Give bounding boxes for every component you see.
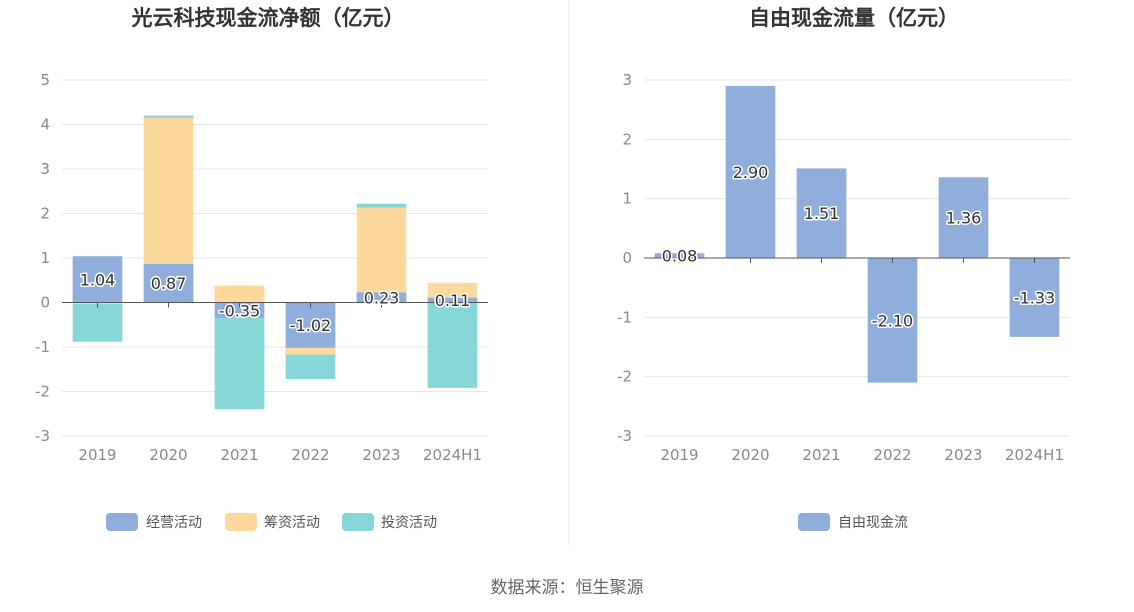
legend-label[interactable]: 筹资活动 xyxy=(264,514,320,531)
x-tick-label: 2022 xyxy=(873,446,911,464)
y-tick-label: 1 xyxy=(40,249,50,267)
y-tick-label: 5 xyxy=(40,71,50,89)
legend-swatch[interactable] xyxy=(225,513,257,531)
data-label: 1.36 xyxy=(946,209,982,228)
x-tick-label: 2024H1 xyxy=(423,446,482,464)
legend-label[interactable]: 投资活动 xyxy=(381,515,437,531)
x-tick-label: 2023 xyxy=(362,446,400,464)
x-tick-label: 2021 xyxy=(220,446,258,464)
legend-swatch[interactable] xyxy=(798,513,830,531)
x-tick-label: 2019 xyxy=(660,446,698,464)
bar-自由现金流-2019[interactable] xyxy=(654,253,705,258)
chart-title: 光云科技现金流净额（亿元） xyxy=(131,6,405,30)
bar-筹资活动-2021[interactable] xyxy=(214,285,265,303)
data-label: -0.35 xyxy=(219,301,260,320)
data-label: 1.51 xyxy=(804,204,840,223)
data-label: 0.11 xyxy=(435,291,471,310)
chart-title: 自由现金流量（亿元） xyxy=(749,6,959,30)
x-tick-label: 2020 xyxy=(149,446,187,464)
y-tick-label: 4 xyxy=(40,116,50,134)
free-cash-flow-chart: 自由现金流量（亿元） 3 2 1 0 -1 -2 -3 2019 2020 2021 2022 2023… xyxy=(617,6,1070,531)
x-tick-label: 2019 xyxy=(78,446,116,464)
y-tick-label: -3 xyxy=(617,427,632,445)
y-tick-label: -1 xyxy=(35,338,50,356)
source-note: 数据来源：恒生聚源 xyxy=(491,578,644,598)
x-tick-label: 2024H1 xyxy=(1005,446,1064,464)
bar-经营活动-2021[interactable] xyxy=(214,302,265,319)
legend-label[interactable]: 自由现金流 xyxy=(838,515,908,531)
bar-经营活动-2022[interactable] xyxy=(285,302,336,348)
bar-投资活动-2022[interactable] xyxy=(285,354,336,380)
bar-投资活动-2023[interactable] xyxy=(356,203,407,208)
y-tick-label: 2 xyxy=(622,130,632,148)
bar-投资活动-2019[interactable] xyxy=(72,303,123,342)
bar-筹资活动-2022[interactable] xyxy=(285,347,336,355)
x-tick-label: 2021 xyxy=(802,446,840,464)
data-label: -2.10 xyxy=(872,311,913,330)
y-tick-label: -3 xyxy=(35,427,50,445)
data-label: 0.23 xyxy=(364,288,400,307)
cash-flow-net-chart: 光云科技现金流净额（亿元） 5 4 3 2 1 0 -1 -2 -3 2019 2020 2021 202… xyxy=(35,6,488,531)
y-tick-label: 2 xyxy=(40,205,50,223)
y-tick-label: 0 xyxy=(40,294,50,312)
data-label: -1.02 xyxy=(290,316,331,335)
data-label: 0.87 xyxy=(151,274,187,293)
data-label: 2.90 xyxy=(733,163,769,182)
bar-自由现金流-2022[interactable] xyxy=(867,258,918,383)
y-tick-label: 0 xyxy=(622,249,632,267)
bar-经营活动-2019[interactable] xyxy=(72,256,123,303)
y-tick-label: 3 xyxy=(622,71,632,89)
bar-筹资活动-2024H1[interactable] xyxy=(427,282,478,298)
bar-投资活动-2020[interactable] xyxy=(143,115,194,118)
x-tick-label: 2022 xyxy=(291,446,329,464)
legend-swatch[interactable] xyxy=(106,513,138,531)
x-tick-label: 2023 xyxy=(944,446,982,464)
bar-经营活动-2023[interactable] xyxy=(356,292,407,303)
bar-自由现金流-2024H1[interactable] xyxy=(1009,258,1060,337)
bar-筹资活动-2020[interactable] xyxy=(143,117,194,264)
bar-筹资活动-2023[interactable] xyxy=(356,207,407,293)
bar-经营活动-2020[interactable] xyxy=(143,263,194,303)
y-tick-label: -1 xyxy=(617,308,632,326)
y-tick-label: -2 xyxy=(35,383,50,401)
y-tick-label: 1 xyxy=(622,190,632,208)
data-label: 0.08 xyxy=(662,247,698,266)
bar-投资活动-2024H1[interactable] xyxy=(427,302,478,388)
y-tick-label: -2 xyxy=(617,368,632,386)
legend-label[interactable]: 经营活动 xyxy=(146,515,202,531)
bar-投资活动-2021[interactable] xyxy=(214,318,265,410)
bar-经营活动-2024H1[interactable] xyxy=(427,297,478,303)
x-tick-label: 2020 xyxy=(731,446,769,464)
data-label: 1.04 xyxy=(80,270,116,289)
bar-自由现金流-2023[interactable] xyxy=(938,177,989,258)
bar-自由现金流-2020[interactable] xyxy=(725,85,776,258)
y-tick-label: 3 xyxy=(40,160,50,178)
bar-自由现金流-2021[interactable] xyxy=(796,168,847,258)
data-label: -1.33 xyxy=(1014,288,1055,307)
legend-swatch[interactable] xyxy=(342,513,374,531)
